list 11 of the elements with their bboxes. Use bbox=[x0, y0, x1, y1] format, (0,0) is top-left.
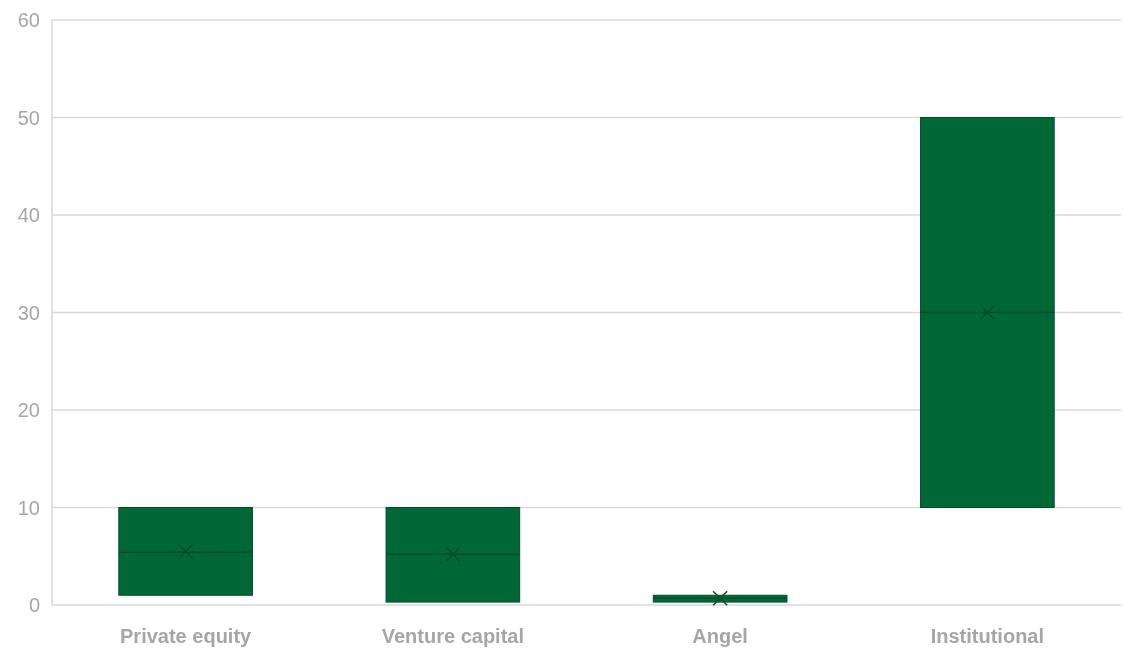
x-tick-label: Angel bbox=[692, 625, 748, 647]
y-tick-label: 10 bbox=[17, 496, 40, 519]
y-tick-label: 50 bbox=[17, 106, 40, 129]
y-tick-label: 0 bbox=[28, 594, 40, 616]
y-tick-label: 40 bbox=[17, 204, 40, 226]
y-tick-label: 20 bbox=[17, 399, 40, 421]
y-tick-label: 30 bbox=[17, 301, 40, 324]
x-tick-label: Venture capital bbox=[381, 625, 525, 647]
x-tick-label: Private equity bbox=[120, 625, 253, 647]
x-tick-label: Institutional bbox=[930, 625, 1045, 647]
y-tick-label: 60 bbox=[17, 9, 40, 31]
